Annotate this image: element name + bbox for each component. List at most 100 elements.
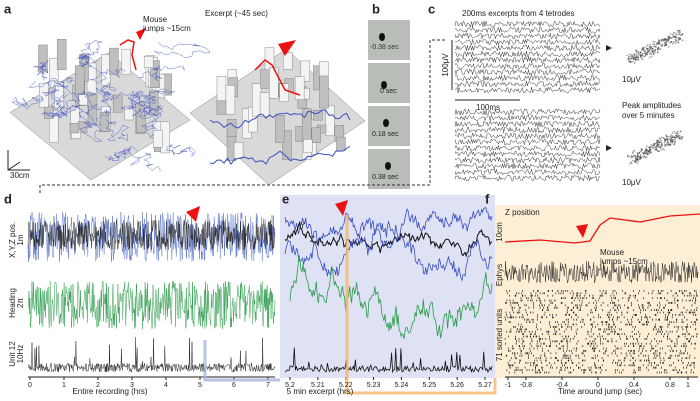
point [678,32,681,35]
point [638,156,640,159]
point [658,42,661,44]
point [676,130,679,133]
point [662,147,664,150]
point [649,52,652,54]
trace [454,126,601,134]
point [661,43,664,46]
trace [284,228,493,282]
column [336,136,346,151]
point [636,154,639,156]
point [644,152,647,155]
point [648,150,650,152]
point [656,43,658,45]
point [631,60,634,63]
point [628,55,630,58]
x-tick-label: 4 [164,382,168,389]
trajectory [105,119,130,142]
point [671,135,674,137]
point [634,59,637,62]
trace [454,38,601,46]
point [636,155,639,158]
x-tick-label: 0.8 [665,382,675,389]
trace [284,220,493,258]
point [675,135,678,137]
point [658,39,660,42]
column [69,122,80,134]
point [640,157,642,159]
point [640,148,643,150]
column [269,67,279,99]
panel-label: c [428,1,435,16]
trajectory [154,42,211,59]
point [639,55,642,58]
column [303,139,313,153]
frame [368,106,410,146]
point [656,47,659,50]
point [670,41,673,43]
z-label: Z position [505,208,540,217]
point [666,143,669,146]
point [671,142,673,144]
x-tick-label: -0.4 [556,382,568,389]
point [639,51,642,54]
point [656,146,659,148]
trace [27,280,276,329]
trace [454,168,601,176]
point [674,40,677,43]
jump-bg [495,205,700,378]
point [644,50,647,52]
x-tick-label: 5.23 [367,382,381,389]
excerpt-bg [280,195,495,378]
point [645,51,647,54]
point [644,156,647,159]
point [650,55,653,58]
column [294,76,305,100]
row-name: Unit 12 [8,341,17,367]
point [659,141,662,143]
trace [504,261,699,284]
connector [39,39,445,195]
point [653,45,655,47]
point [636,152,639,154]
point [629,61,631,63]
marker [576,224,588,238]
point [649,147,651,149]
point [675,36,678,39]
point [658,141,660,144]
point [641,54,644,56]
point [642,58,644,60]
point [643,151,646,153]
units-label: 71 sorted units [495,309,504,361]
point [649,43,651,46]
trace [454,26,601,34]
point [639,155,642,158]
column [56,39,67,71]
point [660,149,662,151]
decoration [7,20,700,395]
point [648,56,651,58]
trajectory [95,82,117,103]
trajectory [120,147,161,172]
trajectory [79,40,103,64]
point [637,159,639,161]
point [681,33,683,36]
column [275,115,285,143]
point [649,146,652,148]
trace [454,56,601,64]
point [669,144,672,146]
scale-bars [451,40,520,101]
column [48,110,59,143]
point [666,139,669,141]
point [661,145,664,147]
column [78,94,88,106]
point [647,153,649,155]
point [680,138,683,140]
point [636,52,638,54]
point [664,139,667,141]
point [646,151,648,154]
point [660,44,662,46]
point [657,144,659,147]
panel-label: d [4,191,12,206]
x-tick-label: -1 [505,382,511,389]
